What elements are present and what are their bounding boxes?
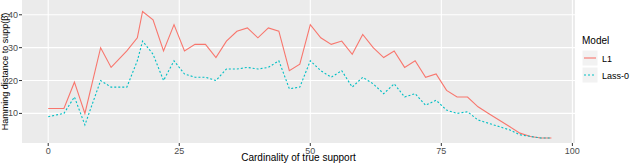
grid-line [22, 113, 575, 114]
grid-line [572, 0, 573, 143]
plot-background [22, 0, 575, 143]
legend-label: L1 [602, 54, 612, 64]
tick [19, 14, 22, 15]
legend-swatch [584, 57, 596, 58]
grid-line [310, 0, 311, 143]
chart: 102030400255075100Cardinality of true su… [0, 0, 640, 163]
tick-label: 0 [46, 146, 51, 156]
tick [19, 47, 22, 48]
grid-line [179, 0, 180, 143]
tick [19, 80, 22, 81]
legend-key [582, 67, 598, 83]
y-axis-title: Hamming distance to supp(β̂) [0, 13, 10, 131]
tick [19, 113, 22, 114]
grid-line [48, 0, 49, 143]
legend-title: Model [582, 35, 609, 46]
grid-line [22, 14, 575, 15]
line-series [48, 12, 551, 139]
legend-label: Lass-0 [602, 71, 629, 81]
legend-swatch [584, 74, 596, 75]
tick-label: 25 [174, 146, 184, 156]
x-axis-title: Cardinality of true support [241, 152, 356, 163]
series-group [48, 12, 551, 139]
line-series [48, 41, 551, 138]
grid-line [22, 47, 575, 48]
tick-label: 75 [436, 146, 446, 156]
tick-label: 100 [565, 146, 580, 156]
grid-line [22, 80, 575, 81]
grid-line [441, 0, 442, 143]
legend-key [582, 50, 598, 66]
